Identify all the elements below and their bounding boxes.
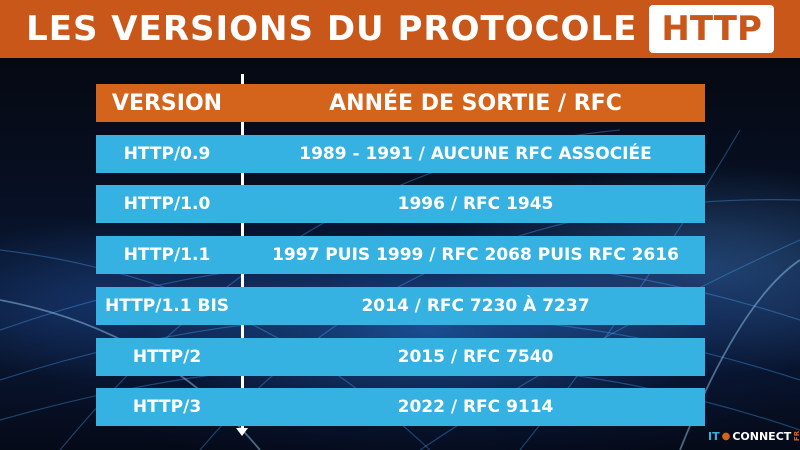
row-release: 2014 / RFC 7230 À 7237 [361, 296, 590, 316]
table-row: HTTP/1.1 BIS 2014 / RFC 7230 À 7237 [96, 287, 705, 325]
table-row: HTTP/1.0 1996 / RFC 1945 [96, 185, 705, 223]
row-version: HTTP/1.1 BIS [104, 296, 230, 316]
logo-it: IT [708, 429, 720, 443]
row-version: HTTP/0.9 [123, 144, 211, 164]
table-row: HTTP/0.9 1989 - 1991 / AUCUNE RFC ASSOCI… [96, 135, 705, 173]
row-release: 1996 / RFC 1945 [397, 194, 554, 214]
page-title: LES VERSIONS DU PROTOCOLE [26, 9, 638, 49]
title-badge: HTTP [649, 5, 774, 53]
divider-arrow-icon [236, 428, 248, 436]
table-row: HTTP/3 2022 / RFC 9114 [96, 388, 705, 426]
row-version: HTTP/3 [132, 397, 202, 417]
header-release: ANNÉE DE SORTIE / RFC [329, 90, 622, 116]
row-release: 2022 / RFC 9114 [397, 397, 554, 417]
title-bar: LES VERSIONS DU PROTOCOLE HTTP [0, 0, 800, 58]
row-version: HTTP/2 [132, 347, 202, 367]
header-version: VERSION [111, 90, 223, 116]
logo-suffix: FR [793, 430, 800, 442]
table-row: HTTP/2 2015 / RFC 7540 [96, 338, 705, 376]
row-version: HTTP/1.0 [123, 194, 211, 214]
row-release: 2015 / RFC 7540 [397, 347, 554, 367]
row-release: 1989 - 1991 / AUCUNE RFC ASSOCIÉE [299, 144, 652, 164]
row-release: 1997 PUIS 1999 / RFC 2068 PUIS RFC 2616 [272, 245, 679, 265]
it-connect-logo: IT ● CONNECT FR [708, 428, 800, 444]
logo-connect: CONNECT [732, 429, 792, 443]
table-row: HTTP/1.1 1997 PUIS 1999 / RFC 2068 PUIS … [96, 236, 705, 274]
row-version: HTTP/1.1 [123, 245, 211, 265]
logo-dot-icon: ● [721, 430, 731, 442]
table-header: VERSION ANNÉE DE SORTIE / RFC [96, 84, 705, 122]
